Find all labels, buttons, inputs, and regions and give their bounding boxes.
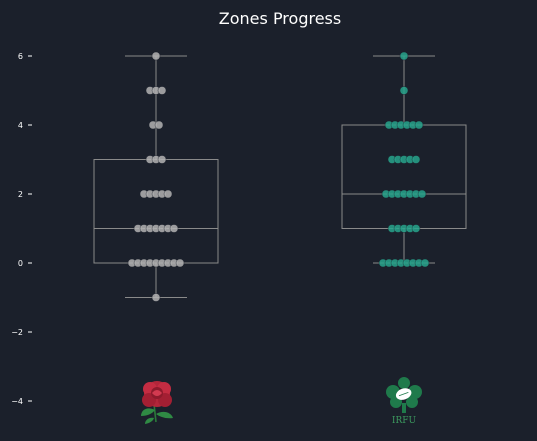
box-group-1 [93,51,219,302]
plot-area [93,51,467,302]
y-tick-label: 4 [18,121,23,130]
data-point [157,86,167,95]
data-point [417,189,427,199]
data-point [399,51,409,61]
data-point [163,189,173,199]
data-point [414,120,424,130]
irfu-logo-text: IRFU [392,416,417,426]
data-point [157,155,167,164]
y-tick-label: 0 [18,259,23,268]
data-point [169,224,179,233]
y-axis: 6 4 2 0 −2 −4 [11,52,32,406]
iqr-box [341,124,467,229]
data-point [175,258,185,268]
data-point [399,86,409,95]
iqr-box [93,159,219,264]
y-tick-label: −4 [11,397,23,406]
y-tick-label: −2 [11,328,23,337]
data-point [411,224,421,233]
irfu-logo: IRFU [386,377,422,426]
y-tick-label: 6 [18,52,23,61]
box-group-2 [341,51,467,268]
data-point [154,120,164,130]
y-tick-label: 2 [18,190,23,199]
data-point [420,258,430,268]
chart-title: Zones Progress [219,9,341,28]
data-point [151,51,161,61]
data-point [151,293,161,302]
england-rose-logo [141,381,173,424]
data-point [411,155,421,164]
